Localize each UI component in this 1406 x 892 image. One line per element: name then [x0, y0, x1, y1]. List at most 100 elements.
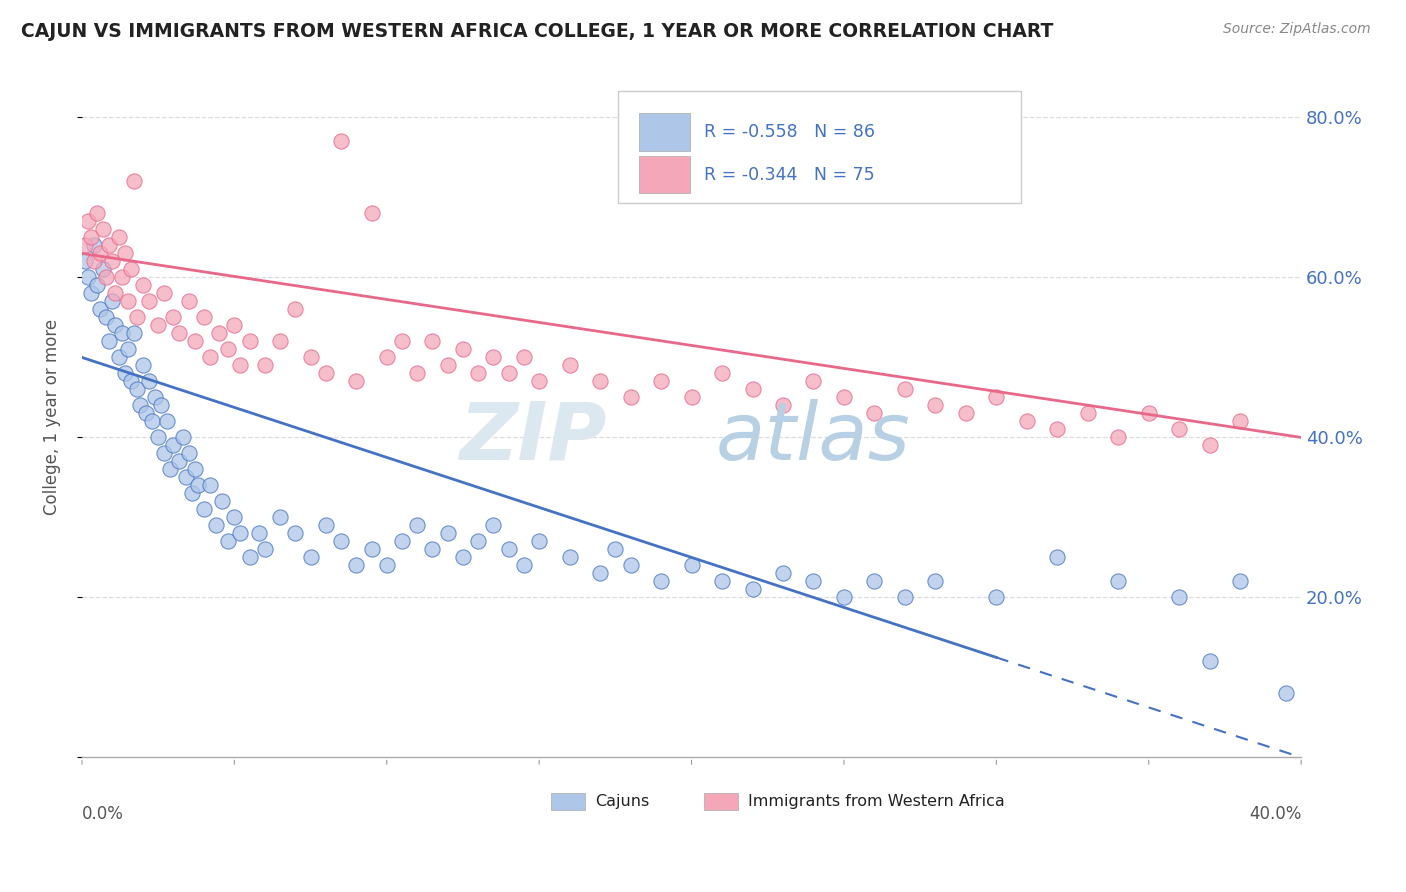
Point — [436, 526, 458, 541]
Point — [360, 206, 382, 220]
Point — [589, 375, 612, 389]
Point — [284, 302, 307, 317]
Point — [803, 375, 825, 389]
Point — [436, 359, 458, 373]
Point — [681, 391, 703, 405]
Point — [162, 438, 184, 452]
Point — [406, 518, 429, 533]
Point — [229, 359, 252, 373]
Point — [125, 383, 148, 397]
Point — [169, 454, 191, 468]
Point — [169, 326, 191, 341]
Point — [114, 246, 136, 260]
Point — [1107, 430, 1129, 444]
Point — [224, 318, 246, 333]
Point — [391, 534, 413, 549]
Point — [803, 574, 825, 589]
Point — [344, 558, 367, 573]
Point — [894, 591, 917, 605]
Point — [1107, 574, 1129, 589]
Point — [772, 566, 794, 581]
Text: 0.0%: 0.0% — [82, 805, 124, 823]
Point — [619, 391, 641, 405]
Point — [247, 526, 270, 541]
Text: atlas: atlas — [716, 399, 911, 477]
Point — [619, 558, 641, 573]
Point — [193, 502, 215, 516]
Point — [156, 414, 179, 428]
Point — [132, 278, 155, 293]
Point — [924, 399, 946, 413]
Point — [1137, 406, 1160, 420]
Point — [986, 591, 1008, 605]
Point — [451, 343, 474, 357]
Point — [894, 383, 917, 397]
Point — [482, 518, 505, 533]
Point — [863, 574, 886, 589]
Point — [110, 270, 132, 285]
Point — [527, 375, 550, 389]
Point — [187, 478, 209, 492]
Point — [711, 367, 734, 381]
Point — [177, 446, 200, 460]
Point — [101, 294, 124, 309]
Point — [650, 375, 672, 389]
Point — [315, 367, 337, 381]
Point — [1046, 422, 1069, 436]
Point — [605, 542, 627, 557]
Point — [1198, 438, 1220, 452]
Point — [193, 310, 215, 325]
Point — [360, 542, 382, 557]
Point — [406, 367, 429, 381]
Point — [299, 550, 322, 565]
Point — [91, 262, 114, 277]
Point — [422, 542, 444, 557]
Point — [104, 286, 127, 301]
Point — [172, 430, 194, 444]
Point — [101, 254, 124, 268]
Point — [217, 534, 239, 549]
Point — [772, 399, 794, 413]
Point — [1015, 414, 1038, 428]
Bar — [640, 113, 690, 151]
Point — [177, 294, 200, 309]
Point — [89, 246, 111, 260]
Point — [711, 574, 734, 589]
Point — [1168, 422, 1191, 436]
Point — [217, 343, 239, 357]
Point — [80, 230, 103, 244]
Text: Cajuns: Cajuns — [595, 794, 650, 809]
Point — [146, 318, 169, 333]
Point — [344, 375, 367, 389]
Point — [299, 351, 322, 365]
Point — [153, 286, 176, 301]
Point — [924, 574, 946, 589]
Y-axis label: College, 1 year or more: College, 1 year or more — [44, 319, 60, 516]
Point — [375, 558, 398, 573]
Point — [89, 302, 111, 317]
Point — [1077, 406, 1099, 420]
Point — [1229, 574, 1251, 589]
Point — [832, 591, 855, 605]
Point — [239, 334, 262, 349]
Point — [180, 486, 202, 500]
Point — [80, 286, 103, 301]
Text: ZIP: ZIP — [460, 399, 607, 477]
Point — [467, 367, 489, 381]
Point — [1198, 654, 1220, 668]
Point — [211, 494, 233, 508]
Point — [153, 446, 176, 460]
Point — [138, 375, 160, 389]
Point — [143, 391, 166, 405]
Point — [284, 526, 307, 541]
Point — [375, 351, 398, 365]
Point — [198, 351, 221, 365]
Point — [83, 238, 105, 252]
FancyBboxPatch shape — [619, 91, 1021, 203]
Point — [205, 518, 228, 533]
Point — [132, 359, 155, 373]
Point — [208, 326, 231, 341]
Point — [482, 351, 505, 365]
Point — [117, 343, 139, 357]
Point — [128, 399, 150, 413]
